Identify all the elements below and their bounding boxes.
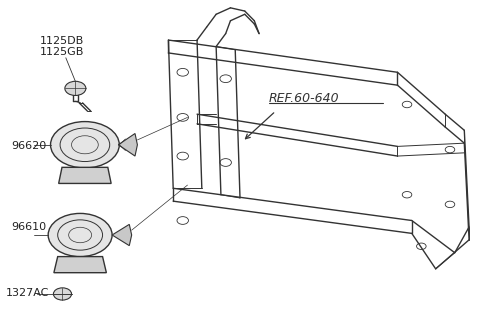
Circle shape bbox=[65, 81, 86, 96]
Circle shape bbox=[53, 288, 72, 300]
Polygon shape bbox=[54, 257, 107, 273]
Text: 1125DB
1125GB: 1125DB 1125GB bbox=[39, 36, 84, 57]
Text: 1327AC: 1327AC bbox=[6, 288, 49, 298]
Text: 96610: 96610 bbox=[11, 222, 46, 232]
Polygon shape bbox=[112, 224, 132, 246]
Polygon shape bbox=[59, 167, 111, 183]
Text: REF.60-640: REF.60-640 bbox=[269, 92, 339, 105]
Polygon shape bbox=[118, 134, 137, 156]
Circle shape bbox=[48, 214, 112, 257]
Circle shape bbox=[50, 122, 119, 168]
Text: 96620: 96620 bbox=[11, 141, 46, 151]
